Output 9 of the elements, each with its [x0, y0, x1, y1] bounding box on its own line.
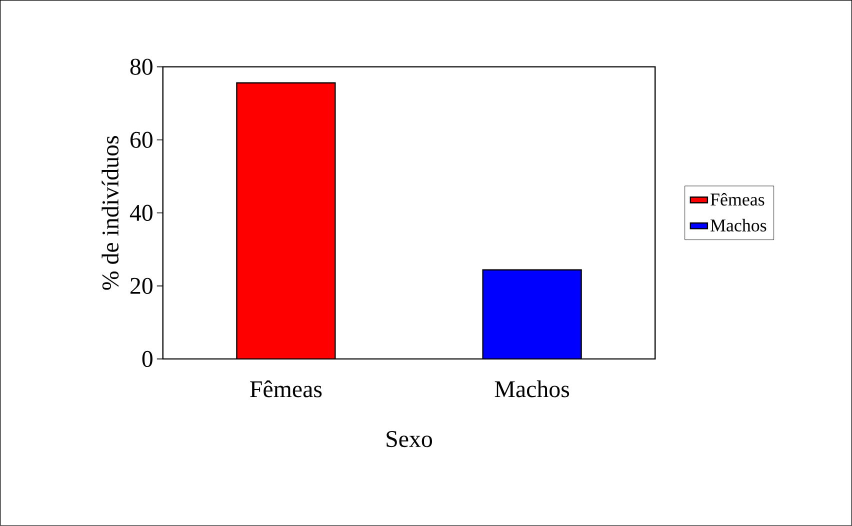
y-tick-label: 40	[130, 204, 152, 222]
y-axis-title: % de indivíduos	[102, 136, 119, 290]
y-tick-label: 0	[142, 350, 152, 368]
legend-label: Machos	[710, 218, 766, 232]
legend-label: Fêmeas	[710, 193, 764, 206]
y-tick-label: 60	[130, 132, 152, 148]
x-axis-title: Sexo	[386, 431, 432, 448]
y-tick-label: 20	[130, 278, 152, 294]
y-tick-label: 80	[130, 58, 152, 75]
